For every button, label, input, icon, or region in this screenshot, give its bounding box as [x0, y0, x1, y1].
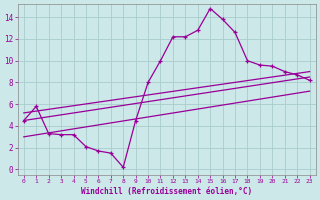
X-axis label: Windchill (Refroidissement éolien,°C): Windchill (Refroidissement éolien,°C): [81, 187, 252, 196]
